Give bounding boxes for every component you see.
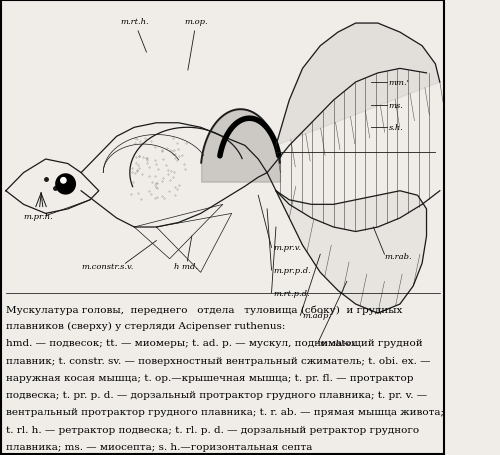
Text: плавник; t. constr. sv. — поверхностный вентральный сжиматель; t. obi. ex. —: плавник; t. constr. sv. — поверхностный …	[6, 356, 430, 365]
Text: подвеска; t. pr. p. d. — дорзальный протрактор грудного плавника; t. pr. v. —: подвеска; t. pr. p. d. — дорзальный прот…	[6, 390, 427, 399]
Text: плавника; ms. — миосепта; s. h.—горизонтальная септа: плавника; ms. — миосепта; s. h.—горизонт…	[6, 442, 312, 451]
Text: t. rl. h. — ретрактор подвеска; t. rl. p. d. — дорзальный ретрактор грудного: t. rl. h. — ретрактор подвеска; t. rl. p…	[6, 425, 419, 434]
Text: m.pr.h.: m.pr.h.	[24, 212, 54, 220]
Text: s.h.: s.h.	[389, 124, 404, 132]
Text: m.pr.p.d.: m.pr.p.d.	[274, 267, 312, 274]
Text: hmd. — подвесок; tt. — миомеры; t. ad. p. — мускул, поднимающий грудной: hmd. — подвесок; tt. — миомеры; t. ad. p…	[6, 339, 422, 348]
Text: m.rt.h.: m.rt.h.	[120, 18, 148, 53]
Text: плавников (сверху) у стерляди Acipenser ruthenus:: плавников (сверху) у стерляди Acipenser …	[6, 322, 285, 331]
Text: наружная косая мышца; t. op.—крышечная мышца; t. pr. fl. — протрактор: наружная косая мышца; t. op.—крышечная м…	[6, 373, 414, 382]
Text: m.op.: m.op.	[184, 18, 208, 71]
Text: m.pr.v.: m.pr.v.	[274, 244, 302, 252]
Text: ms.: ms.	[389, 101, 404, 109]
Text: Мускулатура головы,  переднего   отдела   туловища (сбоку)  и грудных: Мускулатура головы, переднего отдела тул…	[6, 304, 402, 314]
Polygon shape	[276, 24, 440, 146]
Polygon shape	[276, 191, 426, 313]
Circle shape	[60, 178, 66, 184]
Text: m.rt.p.d.: m.rt.p.d.	[274, 289, 310, 297]
Text: m.obl ex.: m.obl ex.	[320, 339, 359, 347]
Text: mm.': mm.'	[389, 79, 410, 87]
Text: h md.: h md.	[174, 262, 198, 270]
Text: вентральный протрактор грудного плавника; t. r. ab. — прямая мышца живота;: вентральный протрактор грудного плавника…	[6, 408, 444, 416]
Text: m.constr.s.v.: m.constr.s.v.	[81, 262, 134, 270]
Text: m.adp.: m.adp.	[302, 312, 332, 320]
Circle shape	[56, 175, 76, 194]
Text: m.rab.: m.rab.	[384, 253, 412, 261]
